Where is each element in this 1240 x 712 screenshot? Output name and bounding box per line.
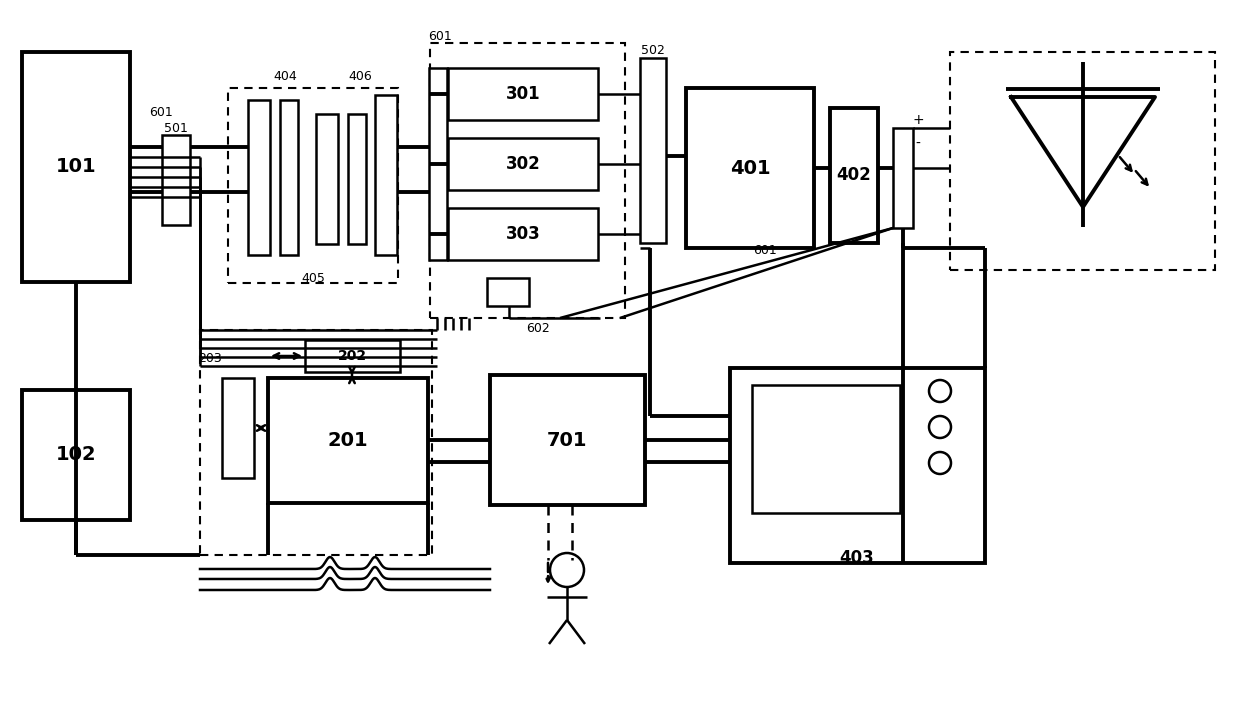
Bar — [950, 52, 1215, 270]
Bar — [200, 330, 432, 555]
Bar — [316, 114, 339, 244]
Bar — [730, 368, 985, 563]
Bar — [22, 390, 130, 520]
Bar — [305, 340, 401, 372]
Text: 405: 405 — [301, 273, 325, 286]
Text: 401: 401 — [729, 159, 770, 177]
Text: 601: 601 — [428, 29, 451, 43]
Bar — [429, 68, 446, 260]
Text: 701: 701 — [547, 431, 588, 449]
Bar — [222, 378, 254, 478]
Text: 301: 301 — [506, 85, 541, 103]
Bar — [487, 278, 529, 306]
Bar — [893, 128, 913, 228]
Text: 302: 302 — [506, 155, 541, 173]
Bar — [374, 95, 397, 255]
Text: 202: 202 — [337, 349, 367, 363]
Bar — [640, 58, 666, 243]
Text: 602: 602 — [526, 322, 549, 335]
Text: 201: 201 — [327, 431, 368, 449]
Bar — [430, 43, 625, 318]
Bar — [162, 135, 190, 225]
Bar — [686, 88, 813, 248]
Bar — [751, 385, 900, 513]
Text: 303: 303 — [506, 225, 541, 243]
Bar — [490, 375, 645, 505]
Bar — [448, 138, 598, 190]
Text: 502: 502 — [641, 43, 665, 56]
Bar — [448, 68, 598, 120]
Bar — [348, 114, 366, 244]
Bar — [448, 208, 598, 260]
Text: 101: 101 — [56, 157, 97, 177]
Text: 601: 601 — [753, 244, 777, 256]
Bar — [280, 100, 298, 255]
Text: 501: 501 — [164, 122, 188, 135]
Bar — [268, 378, 428, 503]
Text: +: + — [913, 113, 924, 127]
Bar — [228, 88, 398, 283]
Text: 601: 601 — [149, 105, 172, 118]
Bar — [830, 108, 878, 243]
Text: 203: 203 — [198, 352, 222, 365]
Text: 403: 403 — [839, 549, 874, 567]
Bar — [248, 100, 270, 255]
Text: 406: 406 — [348, 70, 372, 83]
Text: 402: 402 — [837, 166, 872, 184]
Text: 102: 102 — [56, 446, 97, 464]
Text: 404: 404 — [273, 70, 296, 83]
Text: -: - — [915, 137, 920, 151]
Bar — [22, 52, 130, 282]
